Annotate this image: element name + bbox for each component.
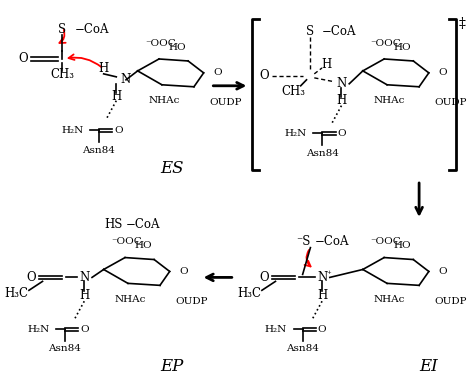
Text: H₂N: H₂N	[284, 129, 307, 138]
Text: O: O	[80, 324, 89, 333]
Text: ⁻OOC: ⁻OOC	[371, 39, 401, 48]
Text: O: O	[438, 68, 447, 77]
Text: N: N	[120, 73, 130, 86]
Text: O: O	[114, 126, 123, 135]
Text: H: H	[111, 90, 121, 103]
Text: EP: EP	[160, 358, 183, 375]
Text: HO: HO	[394, 43, 411, 51]
Text: O: O	[337, 129, 346, 138]
Text: O: O	[318, 324, 327, 333]
Text: H: H	[79, 289, 90, 302]
Text: H₃C: H₃C	[237, 287, 261, 300]
Text: N: N	[337, 77, 346, 90]
Text: N: N	[317, 271, 327, 284]
Text: EI: EI	[419, 358, 438, 375]
Text: NHAc: NHAc	[374, 295, 405, 304]
Text: O: O	[259, 271, 269, 284]
Text: O: O	[213, 68, 222, 77]
Text: NHAc: NHAc	[374, 96, 405, 105]
Text: Asn84: Asn84	[306, 149, 338, 158]
Text: HO: HO	[169, 43, 186, 51]
Text: O: O	[179, 267, 188, 276]
Text: CH₃: CH₃	[50, 68, 74, 82]
Text: ⁻OOC: ⁻OOC	[111, 237, 142, 246]
Text: −CoA: −CoA	[126, 218, 161, 231]
Text: S: S	[58, 23, 66, 36]
Text: H₂N: H₂N	[27, 324, 49, 333]
Text: ‡: ‡	[459, 17, 466, 31]
Text: H: H	[337, 94, 346, 107]
FancyArrowPatch shape	[69, 55, 101, 67]
Text: N: N	[79, 271, 90, 284]
Text: OUDP: OUDP	[175, 297, 208, 306]
Text: Asn84: Asn84	[82, 146, 115, 155]
FancyArrowPatch shape	[59, 30, 66, 43]
Text: ⁻OOC: ⁻OOC	[371, 237, 401, 246]
Text: Asn84: Asn84	[286, 344, 319, 353]
Text: ⁺: ⁺	[327, 270, 331, 280]
Text: H: H	[322, 58, 332, 71]
Text: H: H	[99, 62, 109, 75]
Text: NHAc: NHAc	[148, 96, 180, 105]
Text: ES: ES	[160, 160, 183, 177]
Text: ⁻OOC: ⁻OOC	[146, 39, 176, 48]
Text: HO: HO	[135, 241, 152, 250]
Text: OUDP: OUDP	[435, 297, 467, 306]
Text: HO: HO	[394, 241, 411, 250]
Text: O: O	[26, 271, 36, 284]
FancyArrowPatch shape	[304, 250, 310, 266]
Text: O: O	[438, 267, 447, 276]
Text: O: O	[18, 53, 28, 66]
Text: −CoA: −CoA	[74, 23, 109, 36]
Text: S: S	[306, 25, 314, 38]
Text: H₂N: H₂N	[61, 126, 83, 135]
Text: OUDP: OUDP	[210, 98, 242, 107]
Text: O: O	[259, 69, 269, 82]
Text: CH₃: CH₃	[281, 85, 305, 98]
Text: H₂N: H₂N	[265, 324, 287, 333]
Text: ⁻S: ⁻S	[296, 235, 310, 248]
Text: H: H	[317, 289, 327, 302]
Text: OUDP: OUDP	[435, 98, 467, 107]
Text: H₃C: H₃C	[4, 287, 28, 300]
Text: −CoA: −CoA	[322, 25, 356, 38]
Text: Asn84: Asn84	[48, 344, 81, 353]
Text: −CoA: −CoA	[314, 235, 349, 248]
Text: HS: HS	[104, 218, 123, 231]
Text: NHAc: NHAc	[114, 295, 146, 304]
